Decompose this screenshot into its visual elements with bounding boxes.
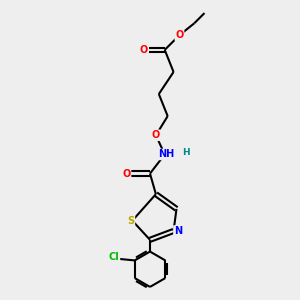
Text: NH: NH (158, 149, 174, 159)
Text: O: O (140, 45, 148, 55)
Text: O: O (122, 169, 130, 178)
Text: N: N (174, 226, 182, 236)
Text: Cl: Cl (109, 253, 119, 262)
Text: O: O (175, 30, 184, 40)
Text: S: S (127, 216, 134, 226)
Text: H: H (182, 148, 189, 158)
Text: O: O (152, 130, 160, 140)
